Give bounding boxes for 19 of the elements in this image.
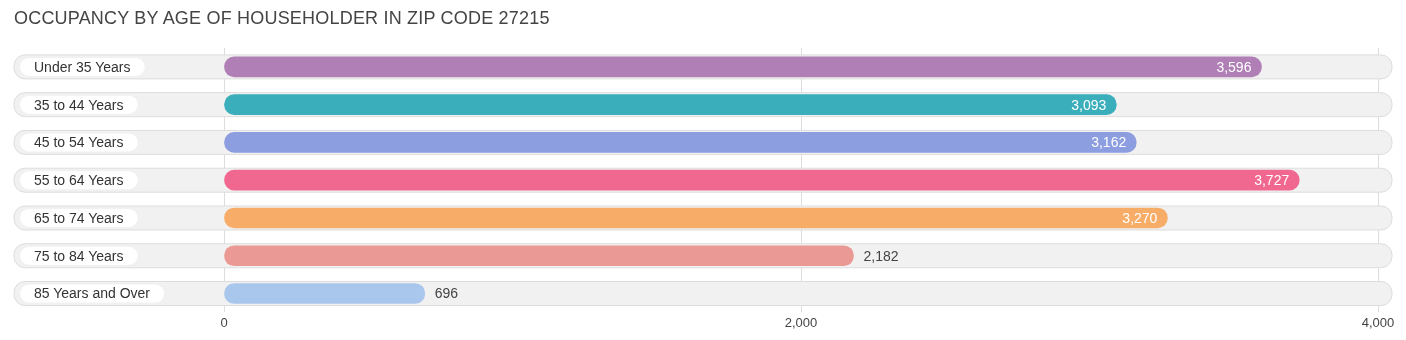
data-label: 3,270 xyxy=(1122,209,1158,226)
bar xyxy=(224,283,426,304)
y-tick-label: 45 to 54 Years xyxy=(34,134,124,151)
y-tick-label: 35 to 44 Years xyxy=(34,96,124,113)
data-label: 3,093 xyxy=(1071,96,1107,113)
data-label: 696 xyxy=(434,285,459,302)
data-label: 3,162 xyxy=(1091,134,1127,151)
y-tick-label: 75 to 84 Years xyxy=(34,247,124,264)
data-label: 2,182 xyxy=(863,247,899,264)
y-tick-label: 65 to 74 Years xyxy=(34,209,124,226)
x-tick-label: 4,000 xyxy=(1361,314,1395,330)
chart-title: OCCUPANCY BY AGE OF HOUSEHOLDER IN ZIP CODE 27215 xyxy=(14,8,550,29)
y-tick-label: 85 Years and Over xyxy=(34,285,151,302)
x-tick-label: 0 xyxy=(220,314,228,330)
data-label: 3,596 xyxy=(1216,58,1252,75)
data-label: 3,727 xyxy=(1254,172,1290,189)
x-tick-label: 2,000 xyxy=(784,314,818,330)
y-tick-label: Under 35 Years xyxy=(34,58,131,75)
y-tick-label: 55 to 64 Years xyxy=(34,172,124,189)
